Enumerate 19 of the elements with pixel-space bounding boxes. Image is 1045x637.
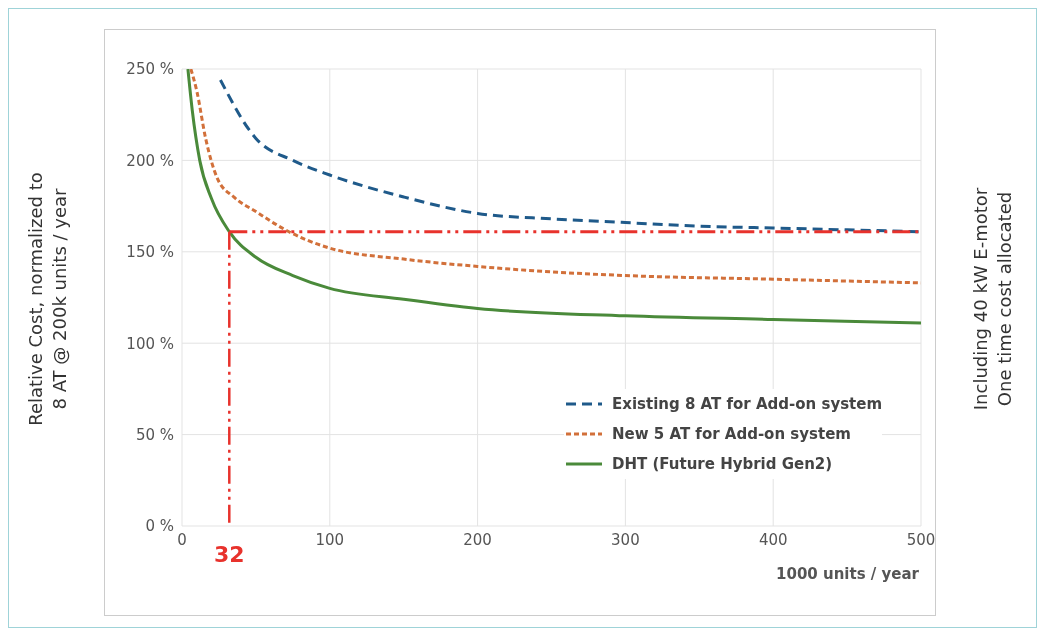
x-axis-title: 1000 units / year	[776, 565, 920, 583]
x-tick-label: 100	[315, 530, 345, 549]
legend-label: DHT (Future Hybrid Gen2)	[612, 455, 833, 473]
x-tick-label: 200	[463, 530, 492, 549]
y-tick-label: 250 %	[126, 60, 174, 79]
legend-label: New 5 AT for Add-on system	[612, 425, 851, 443]
y-axis-title: Relative Cost, normalized to 8 AT @ 200k units / year	[24, 171, 71, 428]
y-tick-label: 0 %	[145, 517, 174, 536]
ref-line-label: 32	[213, 542, 245, 567]
legend-label: Existing 8 AT for Add-on system	[612, 395, 883, 413]
y-tick-label: 200 %	[126, 151, 174, 170]
x-tick-label: 0	[177, 530, 187, 549]
x-tick-label: 500	[906, 530, 936, 549]
y-tick-label: 50 %	[135, 425, 174, 444]
x-tick-label: 300	[611, 530, 640, 549]
y-tick-label: 150 %	[126, 243, 174, 262]
x-tick-label: 400	[758, 530, 788, 549]
text: Including 40 kW E-motor One time cost allocated	[969, 186, 1016, 413]
y-tick-label: 100 %	[126, 334, 174, 353]
